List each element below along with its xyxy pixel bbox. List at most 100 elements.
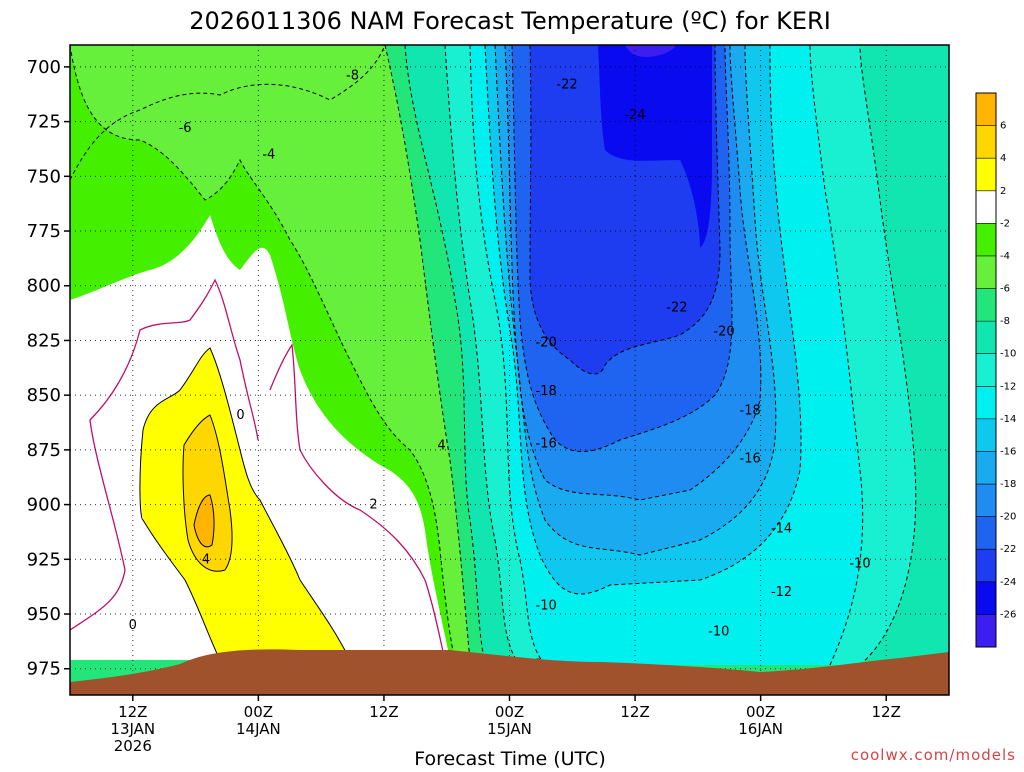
contour-line <box>511 45 733 453</box>
colorbar-label: -12 <box>1000 381 1016 392</box>
contour-label: -18 <box>536 384 557 399</box>
grid <box>70 45 949 695</box>
colorbar-swatch <box>976 549 996 583</box>
x-tick-label: 00Z <box>244 703 273 721</box>
x-tick-label: 16JAN <box>738 720 783 738</box>
colorbar-swatch <box>976 223 996 257</box>
contour-label: -20 <box>536 336 557 351</box>
colorbar-swatch <box>976 386 996 420</box>
colorbar-swatch <box>976 353 996 387</box>
colorbar-label: 2 <box>1000 186 1006 197</box>
contour-line <box>444 45 521 666</box>
contour-line <box>809 45 864 666</box>
colorbar-label: -2 <box>1000 218 1010 229</box>
y-tick-label: 925 <box>27 549 61 570</box>
colorbar-swatch <box>976 190 996 224</box>
contour-label: -16 <box>536 436 557 451</box>
dashed-contours <box>70 45 917 666</box>
contour-label: 4 <box>437 439 445 454</box>
colorbar-swatch <box>976 614 996 648</box>
contour-line <box>469 45 546 666</box>
colorbar-label: -20 <box>1000 512 1016 523</box>
contour-label: -20 <box>713 325 734 340</box>
colorbar-swatch <box>976 288 996 322</box>
y-tick-label: 725 <box>27 112 61 133</box>
contour-label: -10 <box>536 598 557 613</box>
colorbar-label: -22 <box>1000 544 1016 555</box>
contour-line <box>494 45 777 556</box>
y-tick-label: 800 <box>27 276 61 297</box>
colorbar-label: -10 <box>1000 349 1016 360</box>
contour-line <box>384 45 471 661</box>
contour-label: -10 <box>849 557 870 572</box>
contour-line <box>182 414 233 572</box>
y-tick-label: 700 <box>27 57 61 78</box>
colorbar-swatch <box>976 125 996 159</box>
x-tick-label: 15JAN <box>487 720 532 738</box>
x-tick-label: 13JAN <box>110 720 155 738</box>
contour-line <box>139 429 221 661</box>
colorbar-label: -16 <box>1000 446 1016 457</box>
x-tick-label: 00Z <box>746 703 775 721</box>
contour-line <box>70 278 259 631</box>
colorbar-label: -24 <box>1000 577 1016 588</box>
temperature-field: -8-6-4-22-24-22-20-20-18-18-16-16-14-12-… <box>70 45 949 695</box>
contour-label: -12 <box>771 585 792 600</box>
colorbar-label: 6 <box>1000 121 1006 132</box>
contour-line <box>484 45 802 595</box>
contour-label: 4 <box>202 552 210 567</box>
colorbar-label: -4 <box>1000 251 1010 262</box>
x-tick-label: 12Z <box>872 703 901 721</box>
colorbar-label: -8 <box>1000 316 1010 327</box>
y-tick-label: 825 <box>27 330 61 351</box>
colorbar-label: 4 <box>1000 153 1006 164</box>
contour-line <box>529 45 721 375</box>
x-tick-label: 2026 <box>114 737 152 755</box>
credit-text: coolwx.com/models <box>851 746 1016 764</box>
y-tick-label: 850 <box>27 385 61 406</box>
contour-label: -22 <box>666 301 687 316</box>
contour-label: -4 <box>262 147 275 162</box>
contour-label: -10 <box>708 625 729 640</box>
y-tick-label: 775 <box>27 221 61 242</box>
contour-line <box>70 45 456 661</box>
contour-line <box>859 45 917 666</box>
contour-line <box>193 494 215 548</box>
y-tick-label: 750 <box>27 166 61 187</box>
contour-label: -22 <box>556 77 577 92</box>
contour-line <box>269 343 446 661</box>
contour-label: -6 <box>179 121 192 136</box>
colorbar-swatch <box>976 93 996 126</box>
band-minus28 <box>625 45 676 57</box>
colorbar-swatch <box>976 158 996 192</box>
colorbar: 6 4 2 -2 -4 -6 -8 -10 -12 -14 -16 -18 -20 -22 -24 -26 <box>975 92 1016 648</box>
colorbar-swatch <box>976 516 996 550</box>
solid-contours <box>70 278 446 661</box>
x-axis-title: Forecast Time (UTC) <box>414 748 605 768</box>
colorbar-swatch <box>976 451 996 485</box>
contour-label: -16 <box>740 452 761 467</box>
x-tick-label: 14JAN <box>236 720 281 738</box>
colorbar-label: -26 <box>1000 609 1016 620</box>
x-tick-label: 00Z <box>495 703 524 721</box>
y-tick-label: 875 <box>27 440 61 461</box>
x-tick-label: 12Z <box>118 703 147 721</box>
colorbar-label: -18 <box>1000 479 1016 490</box>
y-tick-label: 950 <box>27 604 61 625</box>
colorbar-frame <box>975 92 997 648</box>
x-tick-label: 12Z <box>369 703 398 721</box>
x-tick-label: 12Z <box>620 703 649 721</box>
contour-label: -8 <box>346 69 359 84</box>
colorbar-swatch <box>976 418 996 452</box>
y-tick-label: 975 <box>27 659 61 680</box>
colorbar-label: -14 <box>1000 414 1016 425</box>
band-minus26 <box>598 45 712 248</box>
y-tick-label: 900 <box>27 495 61 516</box>
contour-label: -14 <box>771 522 792 537</box>
band-2 <box>139 348 350 660</box>
colorbar-swatch <box>976 484 996 518</box>
colorbar-swatch <box>976 321 996 355</box>
